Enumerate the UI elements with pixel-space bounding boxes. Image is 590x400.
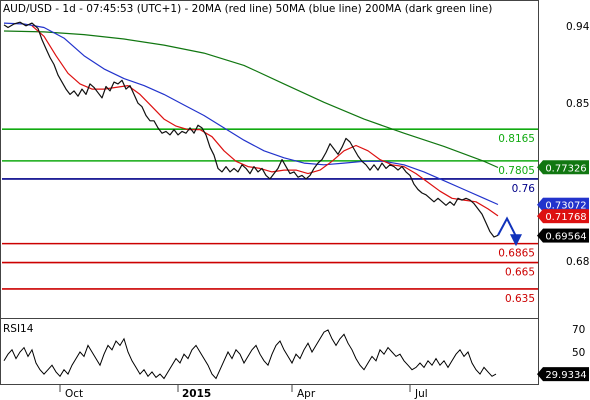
rsi-y-tick-label: 70 bbox=[572, 324, 585, 336]
value-tag-pointer bbox=[537, 197, 543, 212]
value-tag-pointer bbox=[537, 367, 543, 382]
x-tick-label: Oct bbox=[65, 388, 83, 400]
x-tick-label: 2015 bbox=[182, 388, 211, 400]
projection-arrow-head bbox=[510, 234, 522, 247]
y-tick-label: 0.85 bbox=[566, 98, 589, 110]
y-tick-label: 0.94 bbox=[566, 21, 590, 33]
value-tag-label: 0.73072 bbox=[545, 201, 586, 212]
value-tag-box bbox=[543, 160, 589, 175]
x-tick-label: Apr bbox=[297, 388, 316, 400]
rsi-y-tick-label: 50 bbox=[572, 347, 585, 359]
price-series-line bbox=[3, 21, 499, 238]
level-label: 0.7805 bbox=[498, 165, 535, 177]
ma200-series-line bbox=[3, 30, 499, 169]
x-tick-label: Jul bbox=[414, 388, 428, 400]
value-tag-label: 0.69564 bbox=[545, 232, 586, 243]
value-tag-pointer bbox=[537, 209, 543, 224]
value-tag-box bbox=[543, 197, 589, 212]
value-tag-label: 0.77326 bbox=[545, 163, 586, 174]
ma20-series-line bbox=[31, 25, 499, 217]
level-label: 0.665 bbox=[505, 267, 535, 279]
value-tag-pointer bbox=[537, 160, 543, 175]
ma50-series-line bbox=[3, 22, 499, 206]
rsi-panel-frame bbox=[0, 318, 539, 385]
projection-arrow-line bbox=[497, 216, 517, 237]
level-label: 0.6865 bbox=[498, 248, 535, 260]
rsi-series-line bbox=[3, 329, 497, 380]
value-tag-box bbox=[543, 367, 589, 382]
value-tag-box bbox=[543, 209, 589, 224]
chart-title: AUD/USD - 1d - 07:45:53 (UTC+1) - 20MA (… bbox=[3, 3, 492, 15]
value-tag-label: 0.71768 bbox=[545, 212, 586, 223]
value-tag-pointer bbox=[537, 228, 543, 243]
level-label: 0.8165 bbox=[498, 133, 535, 145]
value-tag-box bbox=[543, 228, 589, 243]
level-label: 0.635 bbox=[505, 293, 535, 305]
rsi-panel-title: RSI14 bbox=[3, 323, 34, 335]
level-label: 0.76 bbox=[512, 183, 536, 195]
y-tick-label: 0.68 bbox=[566, 256, 589, 268]
value-tag-label: 29.9334 bbox=[545, 370, 586, 381]
